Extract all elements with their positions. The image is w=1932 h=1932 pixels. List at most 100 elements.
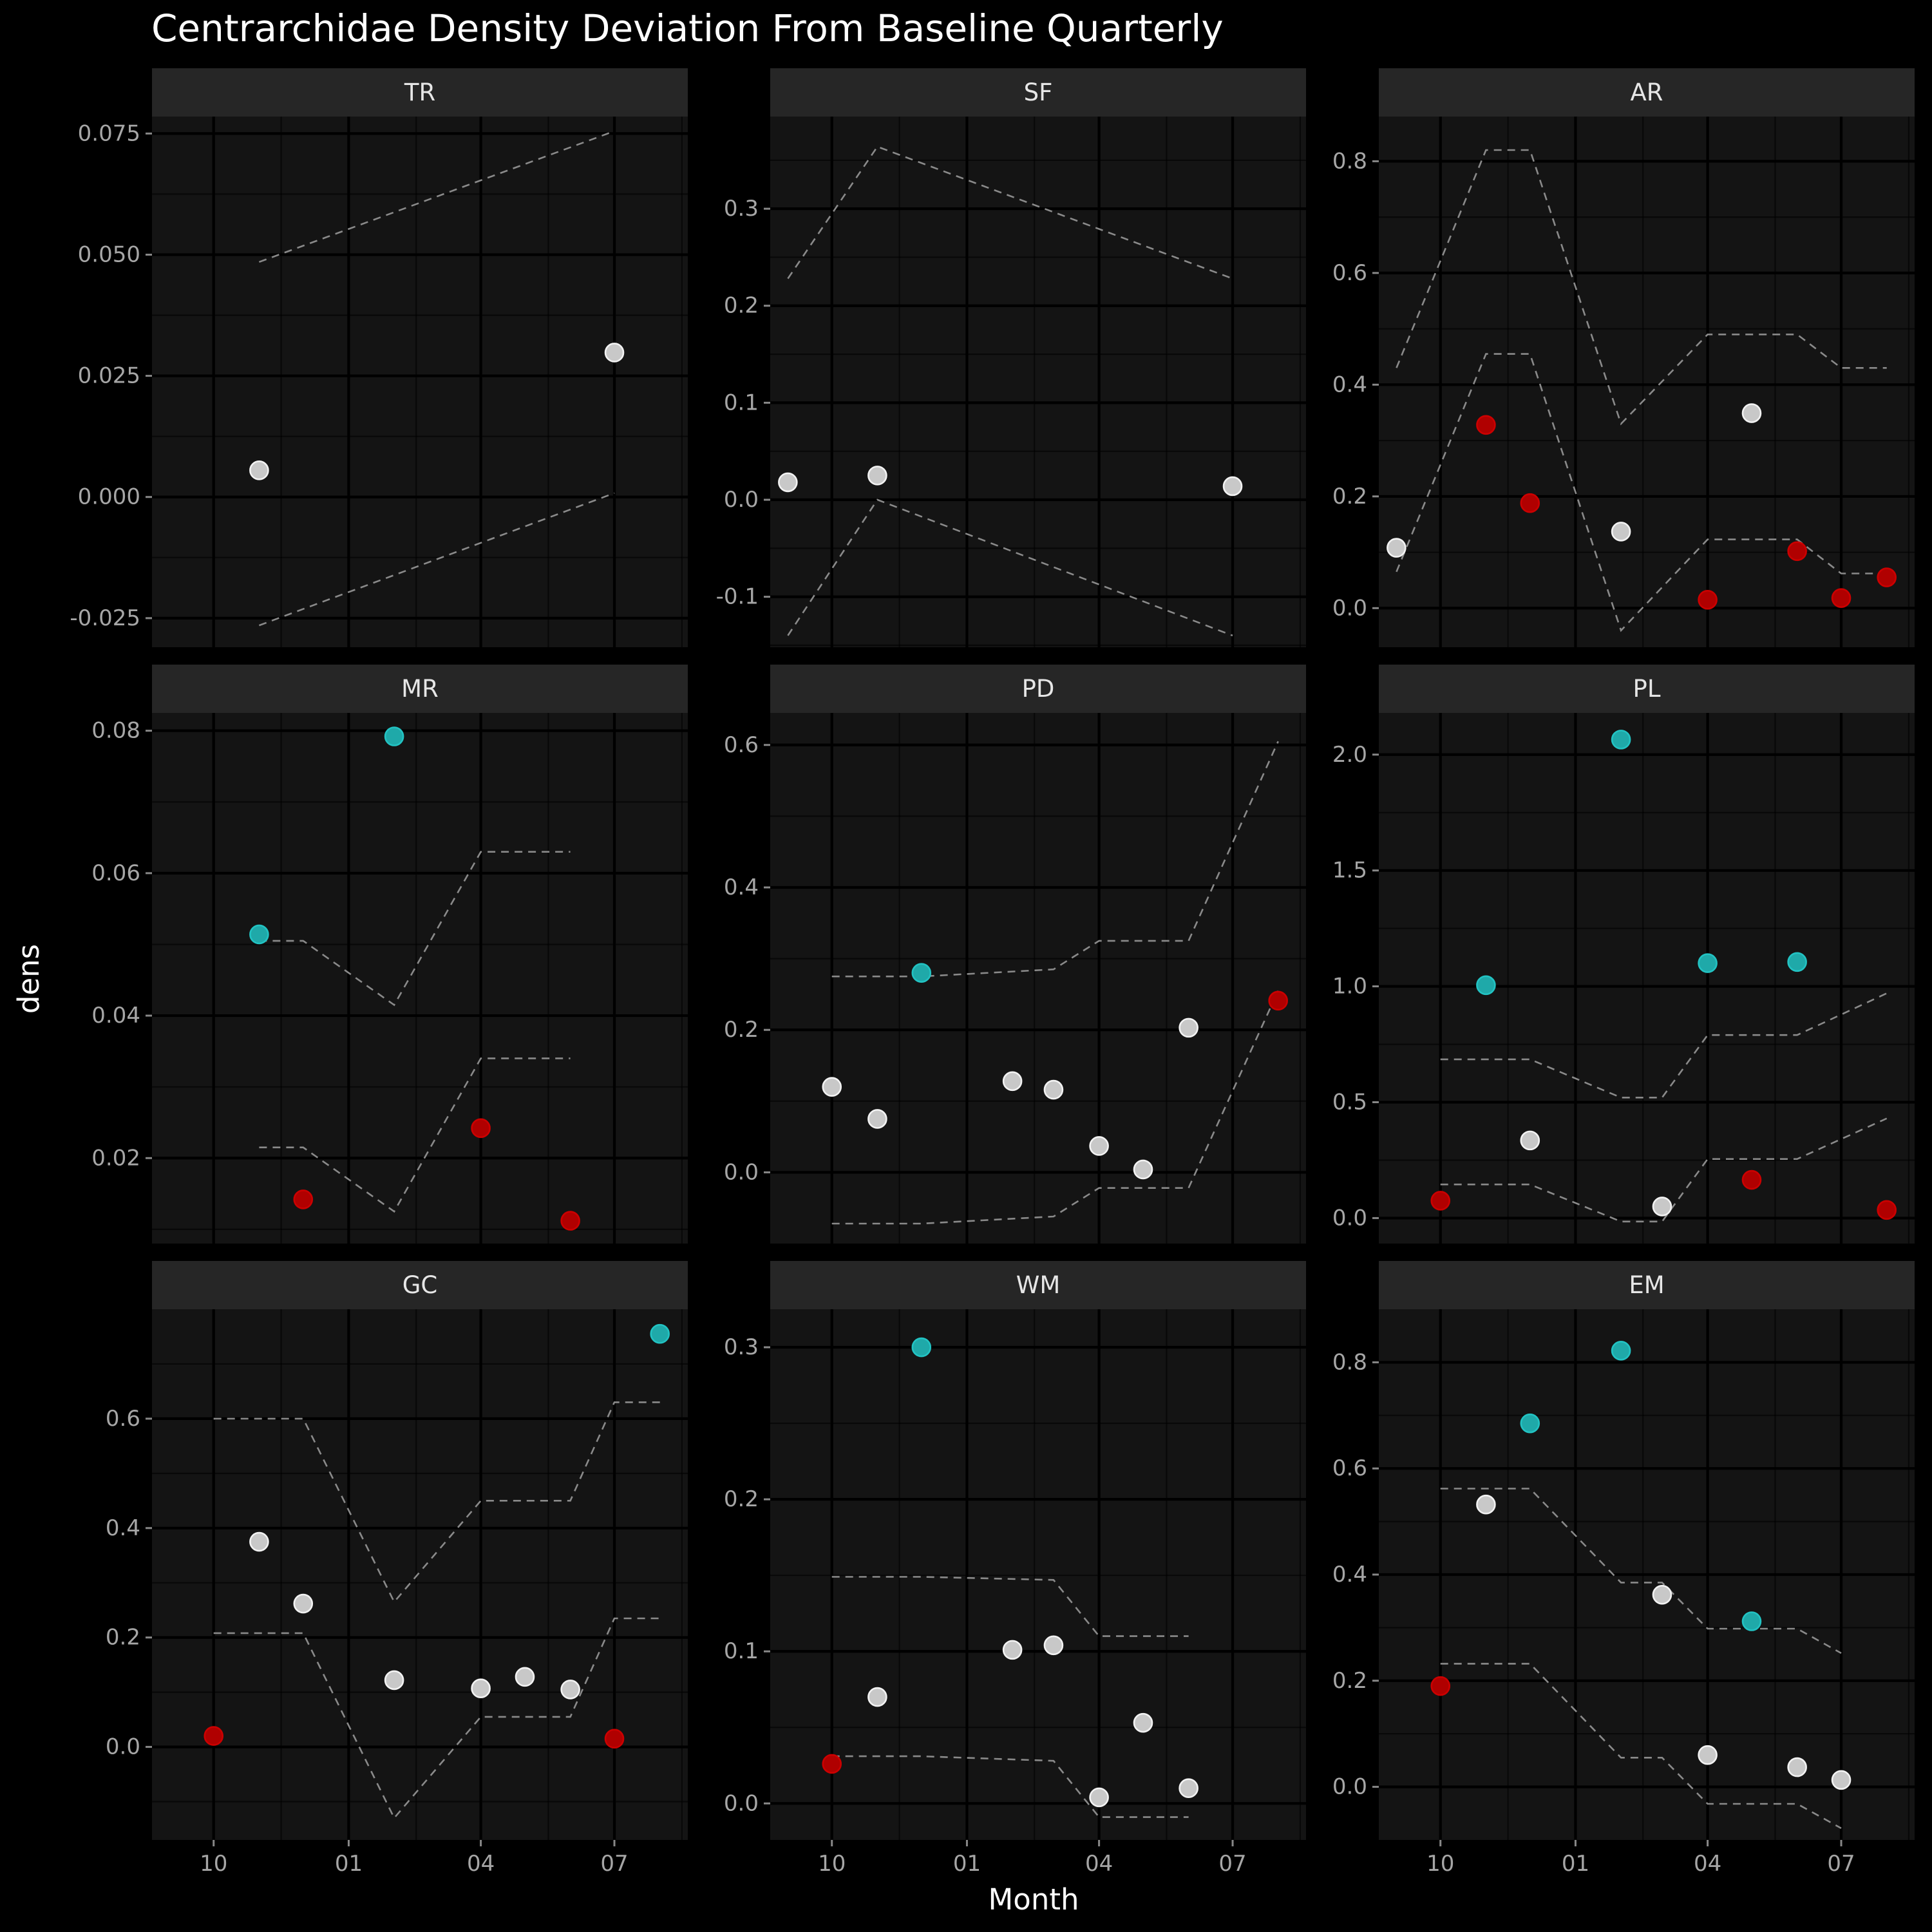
panel-content: [1430, 730, 1897, 1223]
facet-strip-label: TR: [404, 79, 435, 106]
panel-background: [770, 117, 1306, 647]
facet-strip: [770, 665, 1306, 713]
data-point-low: [560, 1211, 580, 1231]
facet-strip-label: GC: [402, 1271, 438, 1299]
y-tick-label: 0.050: [78, 242, 140, 267]
data-point-normal: [293, 1593, 314, 1614]
y-tick-label: -0.1: [716, 584, 759, 610]
data-point-low: [1430, 1676, 1451, 1696]
data-point-low: [1520, 493, 1540, 513]
y-tick-label: 0.0: [724, 1790, 759, 1816]
data-point-low: [822, 1754, 842, 1774]
data-point-normal: [1222, 476, 1243, 497]
facet-strip: [1379, 1261, 1915, 1309]
lower-bound-line: [831, 990, 1279, 1225]
data-point-low: [1476, 415, 1496, 435]
y-tick-label: 0.0: [724, 1159, 759, 1185]
data-point-normal: [515, 1667, 535, 1687]
panel-background: [152, 713, 688, 1244]
facet-strip: [770, 1261, 1306, 1309]
upper-bound-line: [1396, 149, 1887, 426]
x-axis-title: Month: [988, 1882, 1079, 1917]
facet-strip-label: EM: [1629, 1271, 1664, 1299]
y-tick-label: 0.0: [1332, 1774, 1367, 1800]
y-tick-label: 0.04: [91, 1003, 140, 1028]
data-point-low: [1741, 1170, 1762, 1190]
y-tick-label: 0.0: [724, 487, 759, 513]
data-point-high: [650, 1323, 670, 1344]
x-tick-label: 04: [1694, 1851, 1721, 1877]
y-tick-label: 0.4: [1332, 372, 1367, 397]
facet-strip: [1379, 665, 1915, 713]
data-point-normal: [1476, 1494, 1496, 1515]
panel-background: [1379, 117, 1915, 647]
data-point-normal: [1652, 1585, 1672, 1605]
facet-strip: [152, 665, 688, 713]
data-point-low: [1877, 567, 1897, 587]
data-point-low: [204, 1726, 224, 1746]
data-point-high: [1741, 1611, 1762, 1631]
lower-bound-line: [213, 1617, 660, 1820]
y-tick-label: 0.6: [1332, 260, 1367, 286]
data-point-normal: [822, 1077, 842, 1097]
facet-strip-label: PL: [1633, 675, 1661, 703]
y-tick-label: 0.6: [106, 1406, 140, 1432]
data-point-normal: [1611, 522, 1631, 542]
y-tick-label: 0.06: [91, 860, 140, 886]
data-point-low: [1877, 1200, 1897, 1220]
data-point-normal: [249, 460, 269, 480]
data-point-normal: [1133, 1159, 1153, 1180]
data-point-normal: [1179, 1778, 1198, 1799]
y-tick-label: 0.0: [1332, 595, 1367, 621]
data-point-normal: [1698, 1745, 1718, 1765]
data-point-normal: [1133, 1712, 1153, 1733]
facet-strip: [1379, 68, 1915, 117]
facet-strip: [152, 1261, 688, 1309]
panel-background: [152, 1309, 688, 1840]
panel-background: [152, 117, 688, 647]
x-tick-label: 01: [953, 1851, 981, 1877]
facet-panel-gc: GC 0.0 0.2 0.4 0.6 10 01 04 07: [106, 1261, 688, 1877]
data-point-low: [471, 1118, 491, 1139]
x-tick-label: 01: [1562, 1851, 1589, 1877]
lower-bound-line: [831, 1755, 1189, 1818]
y-tick-label: 0.3: [724, 196, 759, 222]
data-point-low: [1787, 541, 1807, 562]
x-tick-label: 10: [818, 1851, 846, 1877]
upper-bound-line: [258, 130, 615, 263]
upper-bound-line: [213, 1401, 660, 1604]
facet-panel-pl: PL 0.0 0.5 1.0 1.5 2.0: [1332, 665, 1915, 1244]
chart-title: Centrarchidae Density Deviation From Bas…: [151, 6, 1224, 50]
facet-panel-wm: WM 0.0 0.1 0.2 0.3 10 01 04 07: [724, 1261, 1306, 1877]
facet-panel-pd: PD 0.0 0.2 0.4 0.6: [724, 665, 1306, 1244]
y-tick-label: 0.4: [1332, 1562, 1367, 1587]
x-tick-label: 10: [1426, 1851, 1454, 1877]
facet-strip-label: PD: [1022, 675, 1055, 703]
panel-content: [822, 1337, 1198, 1818]
panel-content: [1387, 149, 1897, 632]
data-point-normal: [1043, 1079, 1064, 1100]
data-point-normal: [1089, 1787, 1109, 1808]
lower-bound-line: [259, 1057, 571, 1213]
data-point-normal: [471, 1678, 491, 1698]
upper-bound-line: [1440, 1488, 1842, 1654]
data-point-high: [249, 924, 269, 945]
y-tick-label: 0.2: [106, 1625, 140, 1651]
facet-panel-mr: MR 0.02 0.04 0.06 0.08: [91, 665, 688, 1244]
facet-panels: TR -0.025 0.000 0.025 0.050 0.075 SF -0.1 0.0 0.1…: [70, 68, 1915, 1877]
x-tick-label: 04: [467, 1851, 495, 1877]
panel-content: [778, 146, 1243, 637]
y-tick-label: 0.8: [1332, 148, 1367, 174]
y-tick-label: 0.4: [724, 875, 759, 900]
y-tick-label: 0.6: [724, 732, 759, 758]
data-point-normal: [1831, 1770, 1852, 1790]
panel-content: [204, 1323, 670, 1820]
panel-content: [822, 741, 1288, 1225]
data-point-normal: [1002, 1640, 1023, 1660]
upper-bound-line: [259, 851, 571, 1007]
data-point-high: [1698, 953, 1718, 973]
x-tick-label: 04: [1085, 1851, 1113, 1877]
upper-bound-line: [831, 1576, 1189, 1637]
data-point-low: [604, 1728, 625, 1749]
